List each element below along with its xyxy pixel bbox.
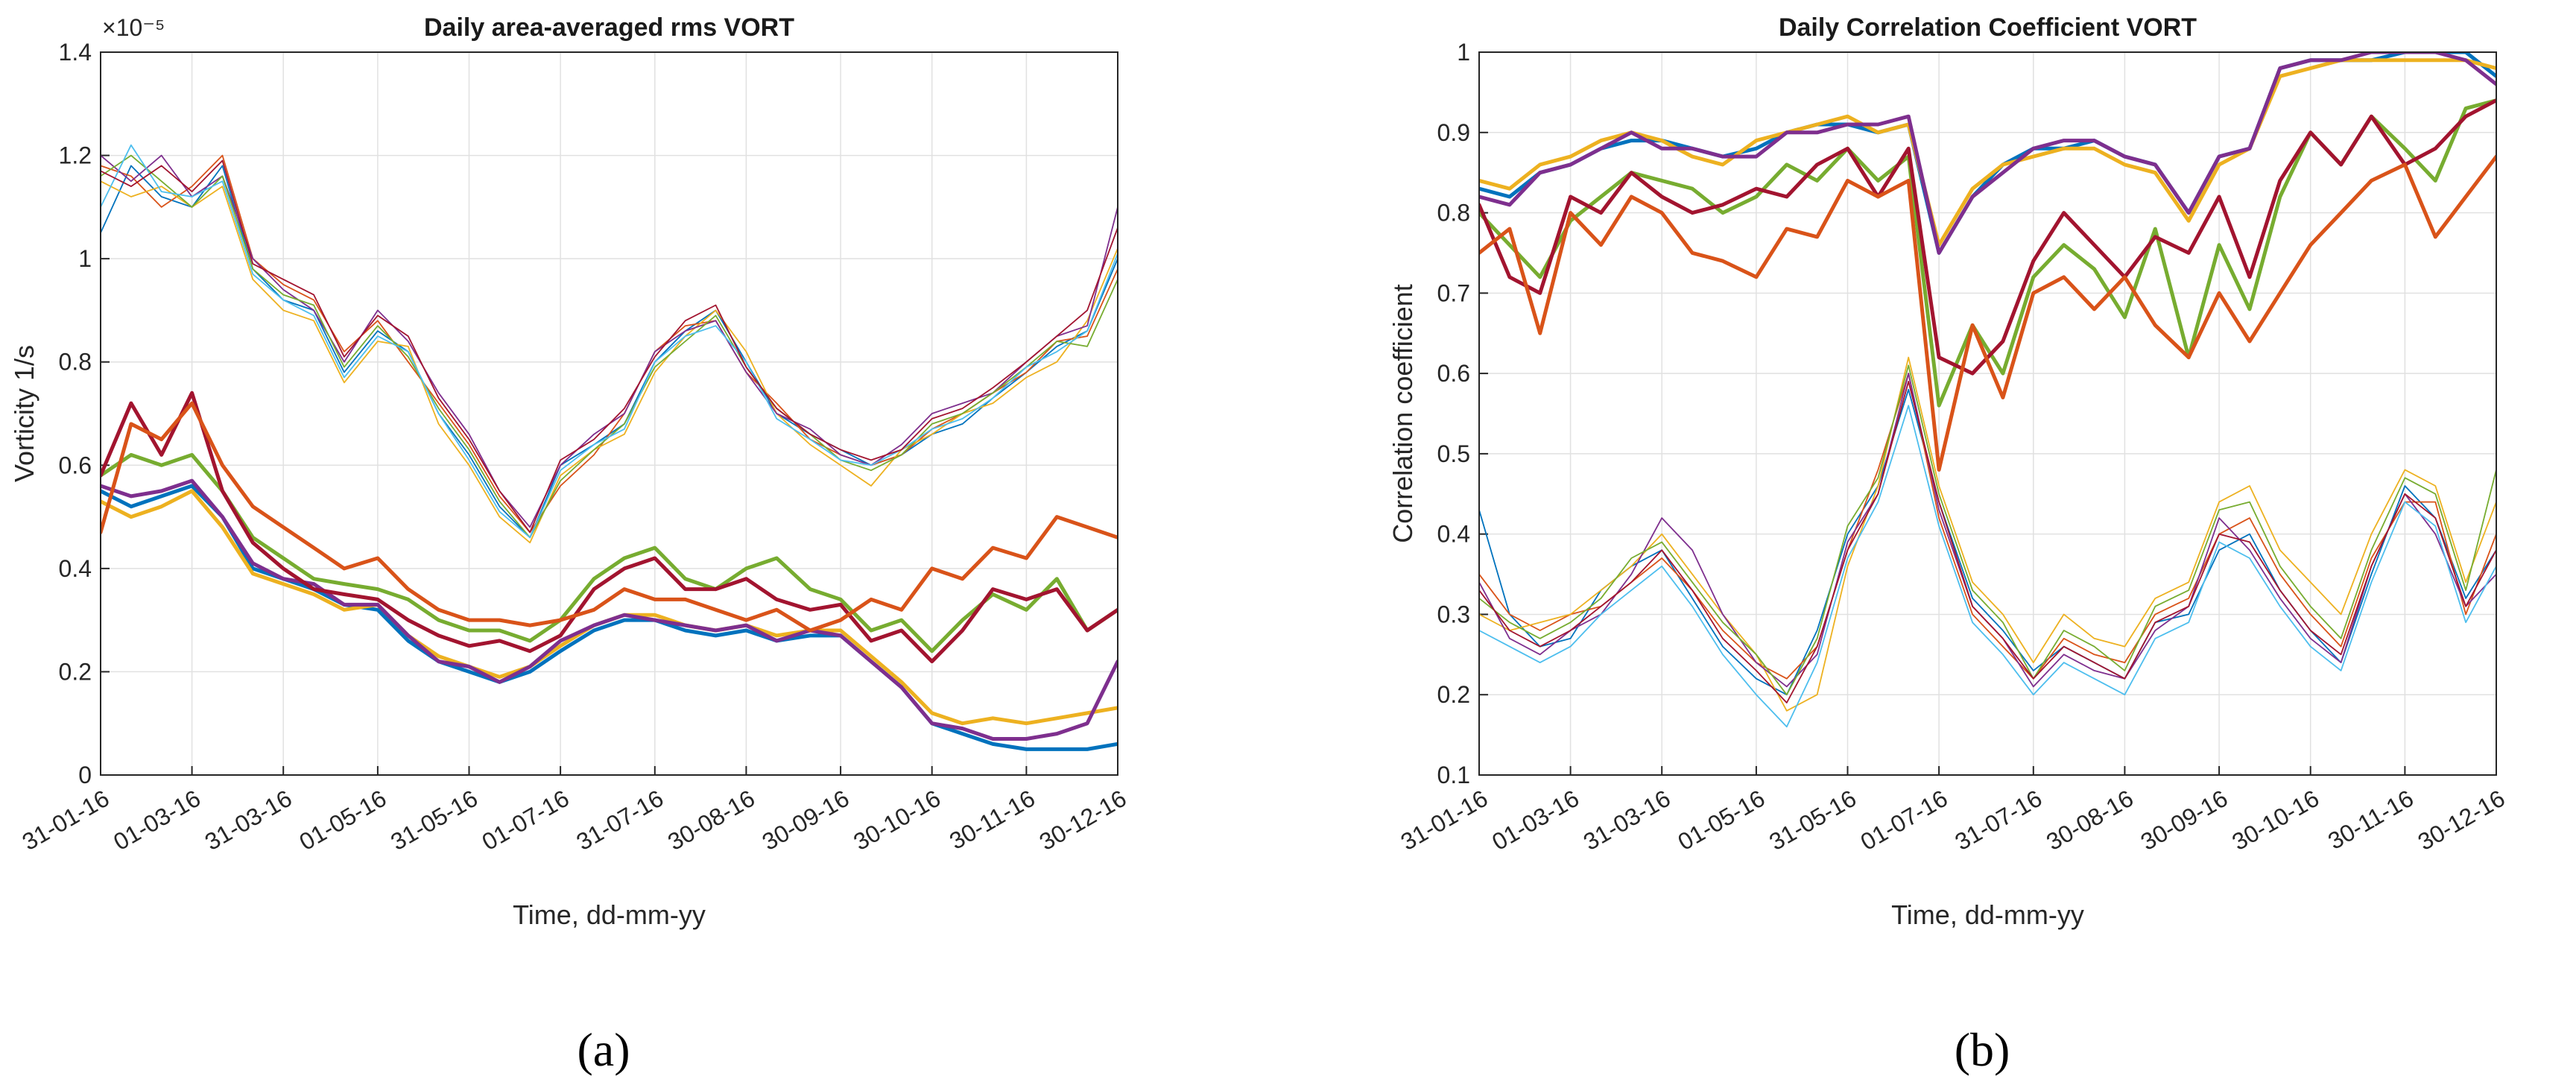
- y-tick-label: 0.6: [59, 452, 92, 478]
- series-line-thin-5: [1479, 364, 2496, 696]
- series-group: [1479, 52, 2496, 728]
- series-line-thick-2: [1479, 58, 2496, 247]
- chart-vorticity-rms: 00.20.40.60.811.21.431-01-1601-03-1631-0…: [9, 13, 1131, 930]
- x-tick-label: 01-03-16: [1487, 785, 1583, 855]
- series-line-thick-3: [1479, 52, 2496, 255]
- x-tick-label: 30-11-16: [2323, 785, 2418, 855]
- y-axis-label: Correlation coefficient: [1387, 284, 1418, 543]
- x-tick-label: 30-08-16: [2042, 785, 2138, 855]
- x-tick-label: 31-03-16: [1579, 785, 1675, 855]
- plot-area: [1478, 51, 2497, 776]
- y-axis-label: Vorticity 1/s: [9, 345, 39, 482]
- x-axis-label: Time, dd-mm-yy: [513, 899, 706, 930]
- y-tick-label: 0.1: [1437, 762, 1470, 788]
- series-line-thin-7: [101, 159, 1118, 534]
- y-tick-label: 0.3: [1437, 601, 1470, 627]
- x-tick-label: 31-01-16: [1396, 785, 1493, 855]
- y-tick-label: 0.2: [1437, 681, 1470, 708]
- series-group: [101, 144, 1118, 751]
- y-tick-label: 0.8: [1437, 200, 1470, 227]
- x-tick-label: 30-10-16: [849, 785, 945, 855]
- series-line-thick-3: [101, 478, 1118, 741]
- series-line-thin-6: [101, 144, 1118, 539]
- chart-title: Daily area-averaged rms VORT: [424, 13, 794, 42]
- series-line-thick-6: [1479, 154, 2496, 472]
- x-tick-label: 30-08-16: [663, 785, 759, 855]
- x-tick-label: 30-12-16: [2414, 785, 2510, 855]
- series-line-thin-7: [1479, 381, 2496, 703]
- series-line-thick-5: [101, 390, 1118, 664]
- y-tick-label: 0.4: [59, 555, 92, 582]
- y-tick-label: 0.5: [1437, 440, 1470, 467]
- y-tick-label: 0.6: [1437, 360, 1470, 387]
- x-tick-label: 31-07-16: [572, 785, 668, 855]
- x-tick-label: 31-01-16: [18, 785, 114, 855]
- y-tick-label: 0.7: [1437, 279, 1470, 306]
- y-tick-label: 0.4: [1437, 521, 1470, 548]
- x-tick-label: 31-05-16: [386, 785, 482, 855]
- series-line-thick-6: [101, 401, 1118, 633]
- y-tick-label: 1: [78, 245, 92, 272]
- plot-border: [1478, 51, 2497, 776]
- series-line-thick-1: [101, 484, 1118, 751]
- y-tick-label: 1.2: [59, 142, 92, 169]
- series-line-thin-2: [1479, 373, 2496, 680]
- x-tick-label: 01-07-16: [1856, 785, 1952, 855]
- panel-label-b: (b): [1955, 1023, 2010, 1076]
- x-tick-label: 30-09-16: [758, 785, 854, 855]
- x-tick-label: 01-05-16: [1673, 785, 1769, 855]
- y-tick-label: 0.2: [59, 658, 92, 685]
- y-tick-label: 1: [1457, 39, 1470, 66]
- chart-correlation-coefficient: 0.10.20.30.40.50.60.70.80.9131-01-1601-0…: [1387, 13, 2510, 930]
- y-tick-label: 0.8: [59, 349, 92, 376]
- x-tick-label: 30-09-16: [2136, 785, 2232, 855]
- x-tick-label: 01-05-16: [294, 785, 390, 855]
- y-tick-label: 0: [78, 762, 92, 788]
- x-tick-label: 31-05-16: [1765, 785, 1861, 855]
- y-axis-exponent: ×10⁻⁵: [102, 14, 165, 41]
- series-line-thin-1: [1479, 388, 2496, 696]
- x-tick-label: 31-07-16: [1950, 785, 2046, 855]
- x-tick-label: 01-03-16: [109, 785, 205, 855]
- series-line-thin-6: [1479, 405, 2496, 728]
- x-tick-label: 30-11-16: [945, 785, 1039, 855]
- x-tick-label: 30-12-16: [1035, 785, 1131, 855]
- chart-title: Daily Correlation Coefficient VORT: [1779, 13, 2197, 42]
- y-tick-label: 0.9: [1437, 119, 1470, 146]
- plot-border: [100, 51, 1118, 776]
- x-tick-label: 31-03-16: [200, 785, 297, 855]
- series-line-thick-4: [101, 452, 1118, 654]
- x-tick-label: 30-10-16: [2227, 785, 2323, 855]
- x-axis-label: Time, dd-mm-yy: [1891, 899, 2084, 930]
- x-tick-label: 01-07-16: [478, 785, 574, 855]
- panel-label-a: (a): [577, 1023, 630, 1076]
- y-tick-label: 1.4: [59, 39, 92, 66]
- plot-area: [100, 51, 1118, 776]
